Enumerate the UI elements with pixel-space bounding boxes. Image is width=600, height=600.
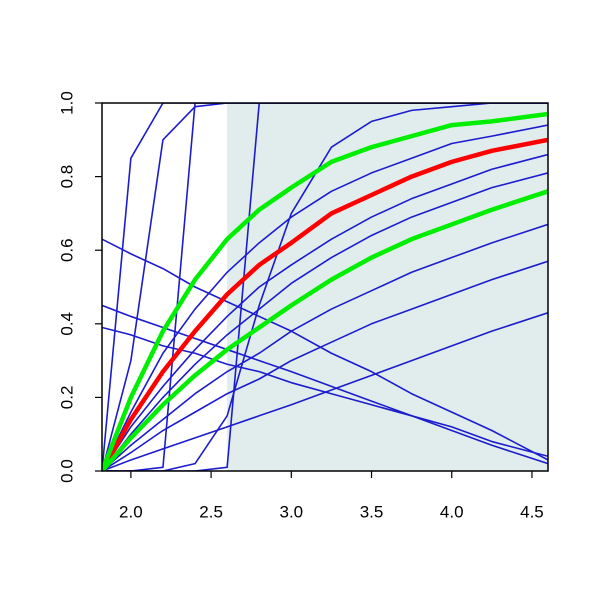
y-tick-label: 0.4 <box>57 312 76 336</box>
series-line <box>102 311 548 471</box>
series-line <box>102 137 548 471</box>
x-tick-label: 3.0 <box>279 502 303 521</box>
x-tick-label: 4.0 <box>440 502 464 521</box>
series-line <box>102 103 548 471</box>
series-line <box>102 189 548 471</box>
y-tick-label: 1.0 <box>57 91 76 115</box>
y-tick-label: 0.8 <box>57 165 76 189</box>
series-line <box>102 153 548 471</box>
series-line <box>102 172 548 471</box>
plot-box <box>101 102 549 472</box>
shaded-region <box>227 103 548 471</box>
series-line <box>102 124 548 471</box>
x-tick-label: 4.5 <box>520 502 544 521</box>
x-tick-label: 2.5 <box>199 502 223 521</box>
x-tick-label: 2.0 <box>119 502 143 521</box>
series-line <box>102 103 548 471</box>
series-line <box>102 111 548 471</box>
series-line <box>102 326 548 458</box>
y-tick-label: 0.2 <box>57 386 76 410</box>
y-tick-label: 0.6 <box>57 238 76 262</box>
series-line <box>102 238 548 461</box>
series-line <box>102 103 548 471</box>
x-tick-label: 3.5 <box>360 502 384 521</box>
series-line <box>102 260 548 471</box>
y-tick-label: 0.0 <box>57 459 76 483</box>
plot-area <box>102 103 548 471</box>
